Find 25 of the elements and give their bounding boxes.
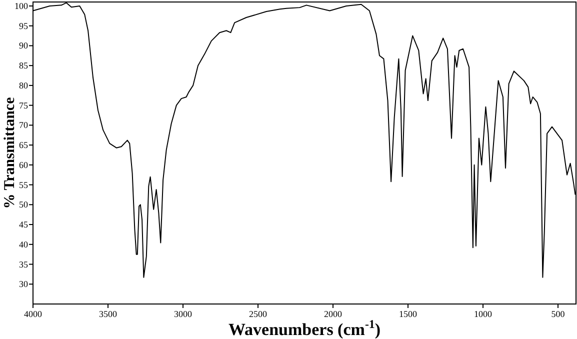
y-tick-label: 75	[19, 100, 28, 110]
y-tick-label: 45	[19, 220, 28, 230]
y-tick-label: 50	[19, 200, 28, 210]
y-tick-label: 85	[19, 60, 28, 71]
y-tick-label: 90	[19, 40, 28, 51]
x-tick-label: 3000	[174, 309, 192, 319]
x-axis-title: Wavenumbers (cm$^{-1}$)	[228, 317, 381, 339]
y-tick-label: 30	[19, 279, 28, 290]
x-tick-label: 3500	[99, 309, 118, 319]
y-tick-label: 60	[19, 160, 28, 170]
y-tick-label: 35	[19, 259, 28, 270]
y-tick-label: 55	[19, 180, 28, 190]
x-tick-label: 1000	[474, 309, 492, 319]
y-tick-label: 70	[19, 120, 28, 130]
x-tick-label: 2500	[249, 309, 268, 319]
x-tick-label: 4000	[24, 309, 42, 319]
y-tick-label: 40	[19, 239, 28, 250]
y-tick-label: 65	[19, 140, 28, 150]
x-tick-label: 500	[551, 309, 566, 319]
y-tick-label: 100	[14, 0, 28, 11]
y-axis-title: % Transmittance	[2, 96, 18, 209]
x-tick-label: 1500	[399, 309, 418, 319]
y-tick-label: 80	[19, 80, 28, 90]
x-tick-label: 2000	[324, 309, 342, 319]
y-tick-label: 95	[19, 20, 28, 31]
